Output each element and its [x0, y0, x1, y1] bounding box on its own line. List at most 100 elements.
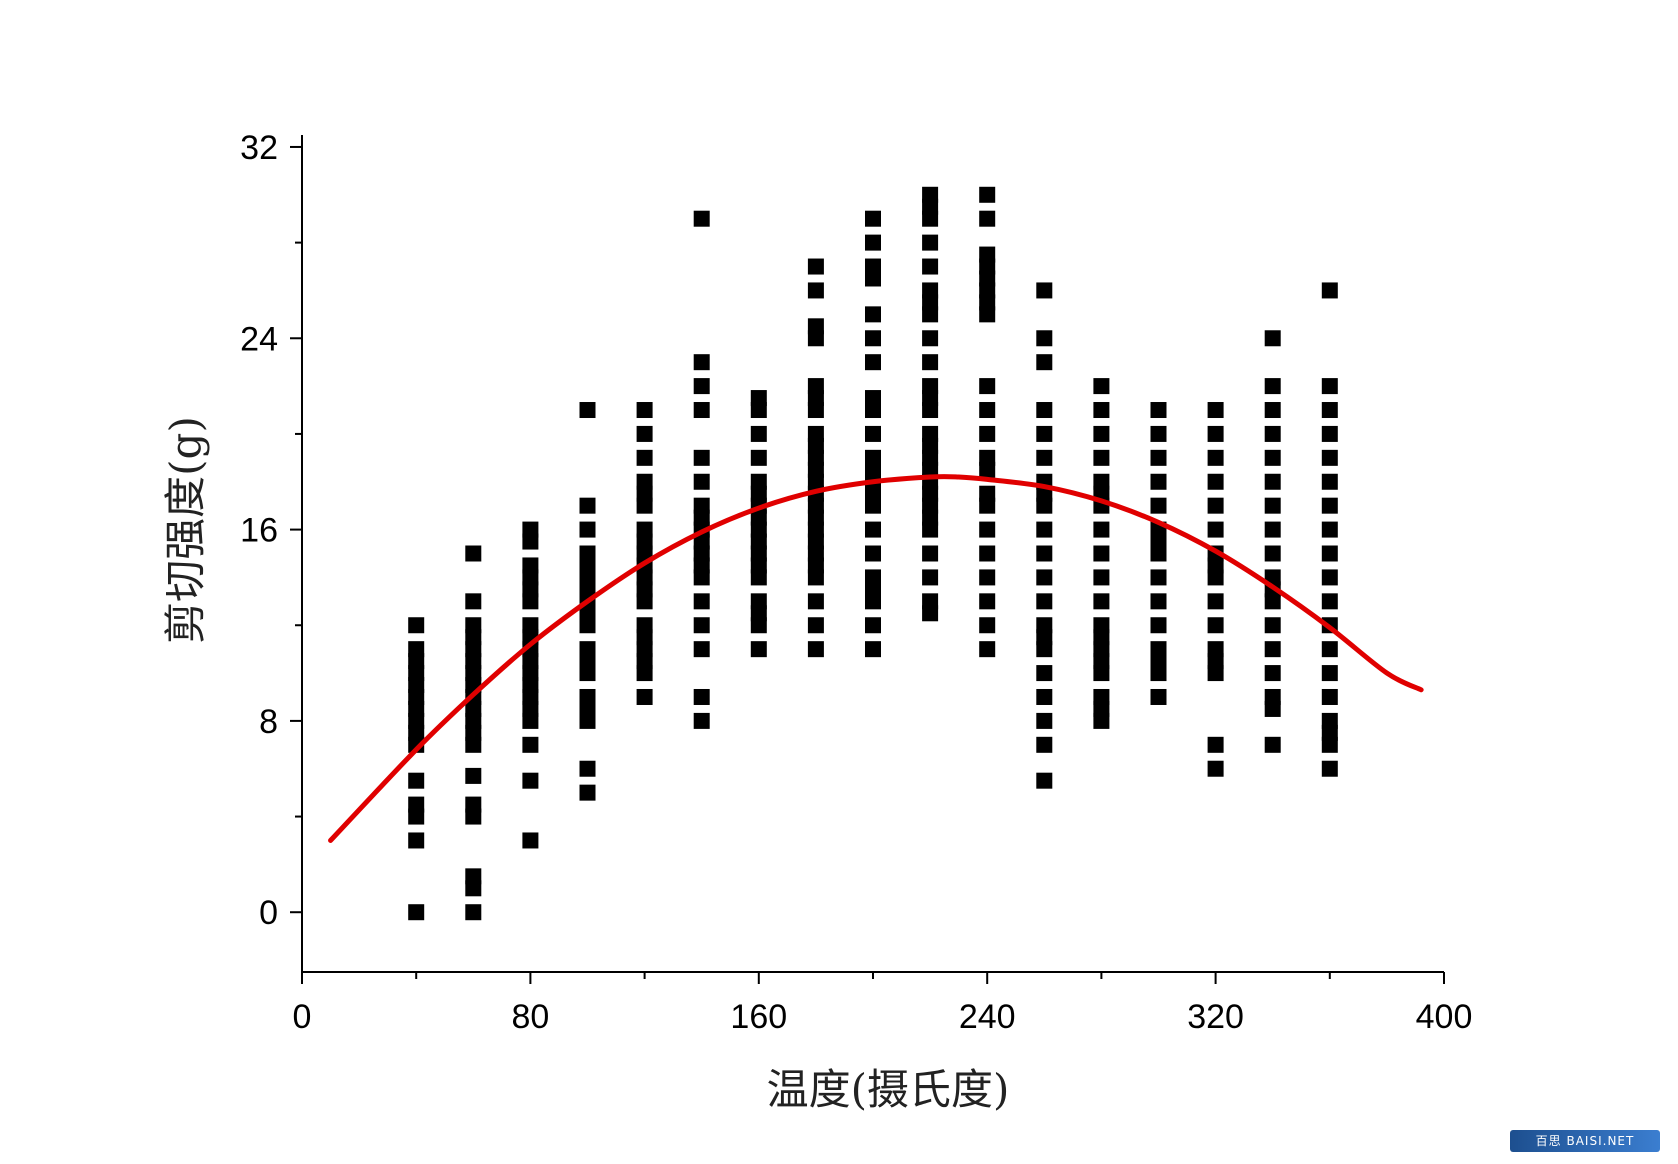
data-point: [579, 760, 596, 777]
data-point: [1321, 688, 1338, 705]
data-point: [1150, 569, 1167, 586]
data-point: [922, 545, 939, 562]
data-point: [865, 449, 881, 466]
data-point: [522, 617, 539, 634]
data-point: [693, 354, 710, 371]
data-point: [750, 449, 767, 466]
data-point: [465, 796, 482, 813]
data-point: [865, 210, 881, 227]
data-point: [636, 617, 653, 634]
data-point: [579, 497, 596, 514]
x-tick-label: 160: [730, 998, 787, 1036]
data-point: [1321, 497, 1338, 514]
data-point: [979, 617, 996, 634]
data-point: [1264, 330, 1281, 347]
data-point: [1207, 641, 1224, 658]
data-point: [1207, 593, 1224, 610]
data-point: [465, 617, 482, 634]
data-point: [865, 354, 881, 371]
x-tick-label: 400: [1416, 998, 1473, 1036]
data-point: [636, 449, 653, 466]
data-point: [636, 402, 653, 419]
data-point: [979, 593, 996, 610]
data-point: [865, 641, 881, 658]
data-point: [1036, 617, 1053, 634]
data-point: [1264, 736, 1281, 753]
data-point: [1321, 521, 1338, 538]
data-point: [1321, 402, 1338, 419]
data-point: [807, 318, 824, 335]
data-point: [922, 425, 939, 442]
data-point: [1036, 688, 1053, 705]
data-point: [807, 593, 824, 610]
data-point: [1321, 378, 1338, 395]
data-point: [693, 402, 710, 419]
data-point: [1093, 449, 1110, 466]
data-point: [1207, 425, 1224, 442]
data-point: [1036, 449, 1053, 466]
data-point: [1321, 712, 1338, 729]
data-point: [1150, 617, 1167, 634]
data-point: [807, 282, 824, 299]
data-point: [979, 210, 996, 227]
data-point: [1036, 569, 1053, 586]
data-point: [636, 425, 653, 442]
data-point: [1093, 402, 1110, 419]
data-point: [1321, 473, 1338, 490]
data-point: [1321, 569, 1338, 586]
data-point: [922, 282, 939, 299]
y-tick-label: 32: [240, 129, 278, 167]
y-axis-title: 剪切强度(g): [161, 416, 210, 644]
data-point: [1093, 593, 1110, 610]
data-point: [579, 688, 596, 705]
data-point: [1093, 617, 1110, 634]
data-point: [1150, 473, 1167, 490]
data-point: [1036, 402, 1053, 419]
data-point: [693, 688, 710, 705]
data-point: [1321, 593, 1338, 610]
data-point: [1207, 617, 1224, 634]
data-point: [1264, 521, 1281, 538]
data-point: [979, 449, 996, 466]
data-point: [1150, 641, 1167, 658]
data-point: [1093, 378, 1110, 395]
data-point: [693, 593, 710, 610]
data-point: [522, 736, 539, 753]
data-point: [1036, 425, 1053, 442]
data-point: [1321, 665, 1338, 682]
data-point: [579, 545, 596, 562]
data-point: [1264, 449, 1281, 466]
data-point: [408, 641, 425, 658]
data-point: [465, 868, 482, 885]
data-point: [579, 784, 596, 801]
data-point: [979, 378, 996, 395]
data-point: [522, 772, 539, 789]
data-point: [522, 557, 539, 574]
data-point: [693, 449, 710, 466]
data-point: [579, 521, 596, 538]
fit-curve-group: [328, 474, 1424, 843]
data-point: [865, 521, 881, 538]
data-point: [807, 378, 824, 395]
data-point: [865, 330, 881, 347]
data-point: [1036, 354, 1053, 371]
data-point: [979, 246, 996, 263]
data-point: [979, 425, 996, 442]
data-point: [693, 473, 710, 490]
data-point: [979, 641, 996, 658]
data-point: [807, 641, 824, 658]
data-point: [1264, 641, 1281, 658]
data-point: [1207, 736, 1224, 753]
data-point: [1150, 688, 1167, 705]
y-tick-label: 16: [240, 512, 278, 550]
data-point: [1264, 378, 1281, 395]
data-point: [979, 545, 996, 562]
data-point: [1036, 593, 1053, 610]
data-point: [922, 593, 939, 610]
data-point: [1093, 569, 1110, 586]
data-point: [693, 712, 710, 729]
axes: 0 80 160 240 320 400 0 8 16 24 32: [240, 129, 1472, 1036]
data-point: [1264, 402, 1281, 419]
data-point: [693, 210, 710, 227]
